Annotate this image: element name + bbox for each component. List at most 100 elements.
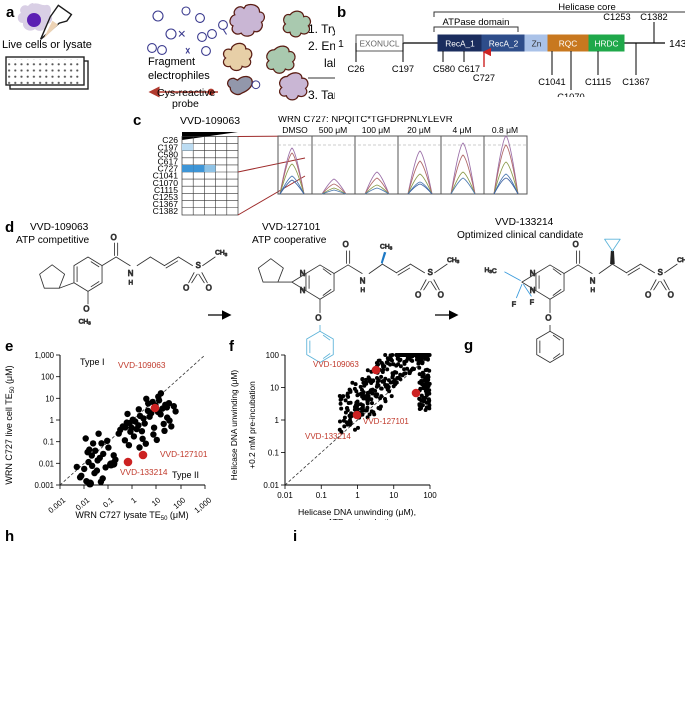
svg-text:EXONUCL: EXONUCL [359,39,399,49]
svg-text:Zn: Zn [532,39,542,49]
svg-text:1,000: 1,000 [34,351,54,360]
svg-text:10: 10 [270,384,279,393]
svg-text:10: 10 [150,495,163,508]
svg-text:HRDC: HRDC [595,39,619,49]
svg-text:ATP competitive: ATP competitive [16,235,90,246]
svg-text:0.01: 0.01 [277,491,293,500]
svg-text:4 μM: 4 μM [452,125,471,135]
svg-text:O: O [545,313,551,322]
svg-text:1: 1 [275,416,280,425]
svg-text:N: N [360,277,366,286]
svg-text:100: 100 [41,373,55,382]
svg-text:probe: probe [172,98,199,110]
svg-text:100: 100 [423,491,437,500]
svg-text:VVD-109063: VVD-109063 [30,222,89,233]
svg-text:O: O [206,284,212,293]
svg-text:0.1: 0.1 [101,496,115,510]
svg-text:O: O [83,305,89,314]
svg-text:RQC: RQC [559,39,577,49]
svg-text:CH3: CH3 [677,257,685,264]
svg-text:1: 1 [355,491,360,500]
svg-text:Optimized clinical candidate: Optimized clinical candidate [457,230,584,241]
svg-text:N: N [128,269,134,278]
svg-text:VVD-133214: VVD-133214 [495,217,554,228]
svg-text:1: 1 [338,38,344,50]
svg-text:H: H [129,279,134,286]
svg-text:F: F [530,300,534,307]
svg-text:CH3: CH3 [380,244,393,251]
svg-text:CH3: CH3 [215,250,228,257]
svg-text:1: 1 [50,416,54,425]
svg-text:O: O [183,284,189,293]
svg-text:1,000: 1,000 [193,495,214,515]
svg-text:0.01: 0.01 [263,481,279,490]
svg-text:100 μM: 100 μM [362,125,391,135]
svg-text:VVD-127101: VVD-127101 [160,449,208,459]
svg-text:WRN C727 lysate TE50 (μM): WRN C727 lysate TE50 (μM) [75,510,188,520]
svg-text:10: 10 [389,491,398,500]
svg-text:C1041: C1041 [538,77,565,87]
svg-text:no ATP preincubation: no ATP preincubation [316,517,398,520]
svg-text:O: O [668,291,674,300]
svg-text:C1070: C1070 [557,92,584,97]
svg-text:0.001: 0.001 [47,496,68,515]
svg-text:O: O [573,240,579,249]
svg-text:O: O [645,291,651,300]
svg-text:C197: C197 [392,64,414,74]
svg-text:S: S [658,268,663,277]
svg-text:H: H [591,287,596,294]
svg-text:RecA_2: RecA_2 [489,39,519,49]
svg-text:O: O [343,240,349,249]
svg-text:F: F [512,301,516,308]
svg-text:N: N [590,277,596,286]
svg-text:20 μM: 20 μM [407,125,431,135]
svg-text:C1253: C1253 [603,12,630,22]
svg-text:VVD-109063: VVD-109063 [180,116,240,127]
svg-text:100: 100 [266,351,280,360]
svg-text:100: 100 [172,495,188,511]
svg-text:0.001: 0.001 [34,481,54,490]
svg-text:electrophiles: electrophiles [148,70,210,82]
svg-text:ATP cooperative: ATP cooperative [252,235,327,246]
svg-text:1: 1 [129,496,138,506]
svg-text:Live cells or lysate: Live cells or lysate [2,39,92,51]
svg-text:C580: C580 [433,64,455,74]
svg-text:10: 10 [45,394,54,403]
svg-text:+0.2 mM pre-incubation: +0.2 mM pre-incubation [247,381,257,469]
svg-text:0.1: 0.1 [268,449,280,458]
svg-text:RecA_1: RecA_1 [445,39,475,49]
svg-text:H3C: H3C [484,267,496,275]
svg-text:1432: 1432 [669,38,685,50]
svg-text:C727: C727 [473,73,495,83]
svg-text:C1367: C1367 [622,77,649,87]
svg-text:VVD-133214: VVD-133214 [120,467,168,477]
svg-text:DMSO: DMSO [282,125,308,135]
svg-text:ATPase domain: ATPase domain [443,17,510,28]
svg-text:WRN C727 live cell TE50 (μM): WRN C727 live cell TE50 (μM) [4,365,16,484]
svg-text:0.8 μM: 0.8 μM [492,125,518,135]
svg-text:O: O [415,291,421,300]
svg-text:VVD-127101: VVD-127101 [262,222,321,233]
svg-text:H: H [361,287,366,294]
svg-text:Helicase DNA unwinding (μM): Helicase DNA unwinding (μM) [229,370,239,481]
svg-text:O: O [438,291,444,300]
svg-text:S: S [196,261,201,270]
svg-text:C1115: C1115 [585,77,611,87]
svg-text:VVD-109063: VVD-109063 [118,360,166,370]
svg-text:Type I: Type I [80,357,105,367]
svg-text:S: S [428,268,433,277]
svg-text:C1382: C1382 [640,12,667,22]
svg-text:O: O [315,313,321,322]
svg-text:C26: C26 [347,64,364,74]
svg-text:WRN C727: NPQITC*TGFDRPNLYLEVR: WRN C727: NPQITC*TGFDRPNLYLEVR [278,116,453,125]
svg-text:0.01: 0.01 [39,459,54,468]
svg-text:CH3: CH3 [79,318,92,325]
svg-text:Type II: Type II [172,470,199,480]
svg-text:CH3: CH3 [447,257,460,264]
svg-text:500 μM: 500 μM [319,125,348,135]
svg-text:0.1: 0.1 [316,491,328,500]
svg-text:Helicase DNA unwinding (μM),: Helicase DNA unwinding (μM), [298,507,416,517]
svg-text:VVD-127101: VVD-127101 [363,417,409,426]
svg-text:Fragment: Fragment [148,56,195,68]
svg-text:VVD-133214: VVD-133214 [305,432,351,441]
